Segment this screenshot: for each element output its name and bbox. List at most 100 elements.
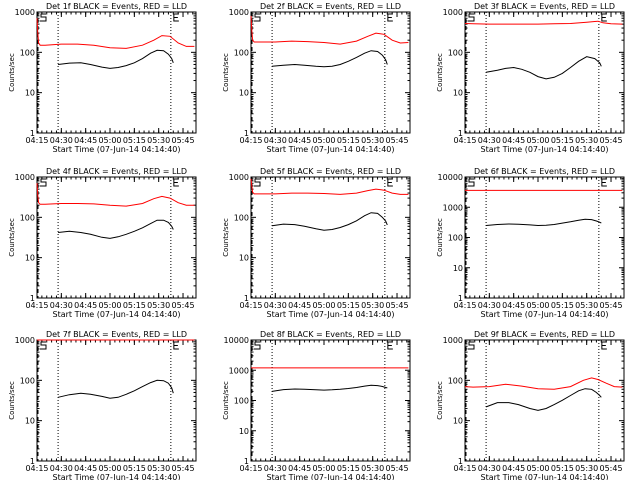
x-tick-label: 04:30 xyxy=(478,136,501,145)
x-tick-label: 05:45 xyxy=(385,464,408,473)
y-tick-label: 100 xyxy=(234,48,249,57)
y-tick-label: 100 xyxy=(234,213,249,222)
y-tick-label: 1000 xyxy=(229,366,249,375)
x-tick-label: 05:45 xyxy=(599,136,622,145)
y-axis-label: Counts/sec xyxy=(222,53,230,92)
x-tick-label: 04:45 xyxy=(288,464,311,473)
x-tick-label: 04:15 xyxy=(453,136,476,145)
x-tick-label: 04:45 xyxy=(288,136,311,145)
panel-title: Det 8f BLACK = Events, RED = LLD xyxy=(260,330,401,339)
panel-det-8: Det 8f BLACK = Events, RED = LLD 1 10 100 10… xyxy=(222,330,411,480)
x-tick-label: 05:30 xyxy=(361,464,384,473)
y-tick-label: 10 xyxy=(25,89,35,98)
events-series-line xyxy=(272,384,388,392)
x-tick-label: 05:45 xyxy=(599,464,622,473)
end-marker-glyph xyxy=(173,13,179,22)
lld-series-line xyxy=(36,183,195,207)
x-tick-label: 04:30 xyxy=(264,301,287,310)
y-tick-label: 1 xyxy=(458,457,463,466)
events-series-line xyxy=(272,212,388,231)
y-tick-label: 1 xyxy=(458,129,463,138)
x-axis-label: Start Time (07-Jun-14 04:14:40) xyxy=(267,145,395,154)
x-tick-label: 05:15 xyxy=(337,301,360,310)
x-tick-label: 05:00 xyxy=(98,464,121,473)
start-marker-glyph xyxy=(468,178,475,187)
x-tick-label: 05:15 xyxy=(337,136,360,145)
x-tick-label: 04:45 xyxy=(502,464,525,473)
x-tick-label: 04:15 xyxy=(25,136,48,145)
y-tick-label: 1000 xyxy=(15,336,35,345)
start-marker-glyph xyxy=(254,178,261,187)
x-axis-label: Start Time (07-Jun-14 04:14:40) xyxy=(267,473,395,480)
y-axis-label: Counts/sec xyxy=(222,381,230,420)
x-tick-label: 05:45 xyxy=(171,301,194,310)
x-tick-label: 05:00 xyxy=(98,136,121,145)
x-tick-label: 05:15 xyxy=(337,464,360,473)
x-tick-label: 05:15 xyxy=(123,301,146,310)
x-tick-label: 05:00 xyxy=(312,464,335,473)
start-marker-glyph xyxy=(468,341,475,350)
y-axis-label: Counts/sec xyxy=(436,218,444,257)
y-tick-label: 10 xyxy=(239,427,249,436)
panel-title: Det 9f BLACK = Events, RED = LLD xyxy=(474,330,615,339)
x-axis-label: Start Time (07-Jun-14 04:14:40) xyxy=(481,310,609,319)
y-tick-label: 100 xyxy=(448,234,463,243)
y-tick-label: 10 xyxy=(239,89,249,98)
y-tick-label: 100 xyxy=(20,376,35,385)
events-series-line xyxy=(272,50,388,68)
end-marker-glyph xyxy=(387,13,393,22)
start-marker-glyph xyxy=(468,13,475,22)
lld-series-line xyxy=(250,178,409,195)
start-marker-glyph xyxy=(254,13,261,22)
y-tick-label: 1000 xyxy=(443,203,463,212)
y-tick-label: 1 xyxy=(30,457,35,466)
x-tick-label: 05:45 xyxy=(385,136,408,145)
events-series-line xyxy=(485,388,602,411)
y-tick-label: 10000 xyxy=(224,336,249,345)
panel-det-3: Det 3f BLACK = Events, RED = LLD 1 10 100 10… xyxy=(436,2,625,154)
y-tick-label: 100 xyxy=(448,48,463,57)
y-axis-label: Counts/sec xyxy=(8,218,16,257)
plot-frame xyxy=(464,11,625,134)
plot-frame xyxy=(250,339,411,462)
y-tick-label: 1 xyxy=(30,129,35,138)
x-tick-label: 05:00 xyxy=(312,301,335,310)
y-tick-label: 100 xyxy=(448,376,463,385)
y-tick-label: 100 xyxy=(20,48,35,57)
panel-title: Det 1f BLACK = Events, RED = LLD xyxy=(46,2,187,11)
y-tick-label: 10 xyxy=(25,417,35,426)
panel-det-7: Det 7f BLACK = Events, RED = LLD 1 10 100 10… xyxy=(8,330,197,480)
x-axis-label: Start Time (07-Jun-14 04:14:40) xyxy=(267,310,395,319)
y-tick-label: 1000 xyxy=(229,173,249,182)
y-tick-label: 10 xyxy=(453,417,463,426)
panel-title: Det 6f BLACK = Events, RED = LLD xyxy=(474,167,615,176)
x-tick-label: 04:45 xyxy=(74,301,97,310)
x-tick-label: 05:45 xyxy=(385,301,408,310)
x-tick-label: 04:15 xyxy=(239,464,262,473)
y-tick-label: 1000 xyxy=(443,8,463,17)
lld-series-line xyxy=(464,377,623,390)
x-tick-label: 05:45 xyxy=(171,464,194,473)
x-tick-label: 05:30 xyxy=(361,301,384,310)
y-tick-label: 1000 xyxy=(15,173,35,182)
end-marker-glyph xyxy=(387,341,393,350)
x-tick-label: 05:00 xyxy=(98,301,121,310)
x-tick-label: 05:45 xyxy=(171,136,194,145)
panel-title: Det 3f BLACK = Events, RED = LLD xyxy=(474,2,615,11)
y-tick-label: 100 xyxy=(20,213,35,222)
y-tick-label: 10000 xyxy=(438,173,463,182)
x-tick-label: 05:30 xyxy=(147,301,170,310)
plot-frame xyxy=(36,176,197,299)
y-tick-label: 10 xyxy=(239,254,249,263)
y-tick-label: 1000 xyxy=(443,336,463,345)
y-tick-label: 1 xyxy=(244,294,249,303)
y-axis-label: Counts/sec xyxy=(436,381,444,420)
x-axis-label: Start Time (07-Jun-14 04:14:40) xyxy=(53,473,181,480)
end-marker-glyph xyxy=(601,13,607,22)
x-axis-label: Start Time (07-Jun-14 04:14:40) xyxy=(481,473,609,480)
x-tick-label: 05:00 xyxy=(526,464,549,473)
y-tick-label: 1000 xyxy=(229,8,249,17)
x-tick-label: 05:30 xyxy=(361,136,384,145)
x-tick-label: 04:15 xyxy=(25,301,48,310)
